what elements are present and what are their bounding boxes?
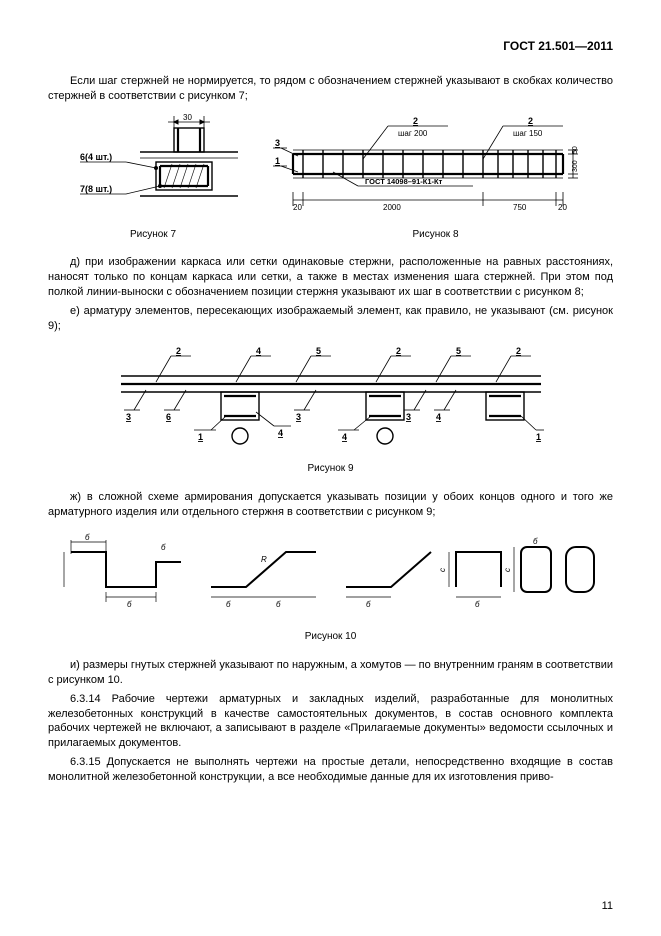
figure-row-7-8: 30: [48, 114, 613, 224]
svg-text:с: с: [438, 568, 447, 572]
svg-text:ГОСТ 14098–91-К1-Кт: ГОСТ 14098–91-К1-Кт: [365, 177, 443, 186]
svg-text:1: 1: [536, 432, 541, 442]
svg-text:6: 6: [166, 412, 171, 422]
page-number: 11: [602, 899, 613, 914]
caption-fig8: Рисунок 8: [281, 228, 591, 242]
svg-text:шаг 200: шаг 200: [398, 129, 428, 138]
svg-text:300: 300: [572, 160, 579, 172]
svg-text:1: 1: [275, 156, 280, 166]
svg-text:3: 3: [275, 138, 280, 148]
caption-fig7: Рисунок 7: [71, 228, 236, 242]
svg-text:2: 2: [516, 346, 521, 356]
svg-text:5: 5: [316, 346, 321, 356]
svg-text:2: 2: [528, 116, 533, 126]
figure-9: 2 4 5 2 5 2 3 6 1 4 3 4 3 4 1: [116, 344, 546, 454]
svg-text:б: б: [226, 600, 231, 609]
svg-text:б: б: [85, 533, 90, 542]
para-i: и) размеры гнутых стержней указывают по …: [48, 658, 613, 688]
svg-text:2: 2: [396, 346, 401, 356]
svg-text:20: 20: [558, 203, 567, 212]
svg-text:3: 3: [406, 412, 411, 422]
doc-header: ГОСТ 21.501—2011: [48, 38, 613, 54]
svg-text:R: R: [261, 555, 267, 564]
figure-8: 2 2 шаг 200 шаг 150 3 1 ГОСТ 14098–91-К1…: [273, 114, 583, 224]
para-zh: ж) в сложной схеме армирования допускает…: [48, 490, 613, 520]
svg-text:4: 4: [278, 428, 283, 438]
svg-text:2: 2: [176, 346, 181, 356]
svg-text:4: 4: [436, 412, 441, 422]
svg-text:4: 4: [256, 346, 261, 356]
svg-text:б: б: [127, 600, 132, 609]
para-d: д) при изображении каркаса или сетки оди…: [48, 255, 613, 300]
para-6314: 6.3.14 Рабочие чертежи арматурных и закл…: [48, 692, 613, 751]
svg-text:б: б: [366, 600, 371, 609]
figure-7: 30: [78, 114, 243, 224]
svg-text:50: 50: [572, 146, 579, 154]
svg-text:20: 20: [293, 203, 302, 212]
para-6315: 6.3.15 Допускается не выполнять чертежи …: [48, 755, 613, 785]
svg-text:б: б: [276, 600, 281, 609]
svg-text:с: с: [61, 568, 63, 572]
svg-text:750: 750: [513, 203, 527, 212]
svg-text:шаг 150: шаг 150: [513, 129, 543, 138]
svg-text:3: 3: [126, 412, 131, 422]
para-e: е) арматуру элементов, пересекающих изоб…: [48, 304, 613, 334]
figure-10: б б б с б б R б б с с б: [61, 532, 601, 622]
caption-fig10: Рисунок 10: [48, 630, 613, 644]
svg-text:с: с: [503, 568, 512, 572]
svg-text:5: 5: [456, 346, 461, 356]
svg-text:б: б: [475, 600, 480, 609]
figcap-row-7-8: Рисунок 7 Рисунок 8: [48, 228, 613, 242]
svg-text:4: 4: [342, 432, 347, 442]
svg-text:2000: 2000: [383, 203, 401, 212]
svg-text:б: б: [533, 537, 538, 546]
svg-text:1: 1: [198, 432, 203, 442]
para-intro: Если шаг стержней не нормируется, то ряд…: [48, 74, 613, 104]
svg-text:3: 3: [296, 412, 301, 422]
svg-text:б: б: [161, 543, 166, 552]
svg-text:7(8 шт.): 7(8 шт.): [80, 184, 112, 194]
svg-text:30: 30: [183, 114, 192, 122]
svg-text:2: 2: [413, 116, 418, 126]
caption-fig9: Рисунок 9: [48, 462, 613, 476]
svg-text:6(4 шт.): 6(4 шт.): [80, 152, 112, 162]
